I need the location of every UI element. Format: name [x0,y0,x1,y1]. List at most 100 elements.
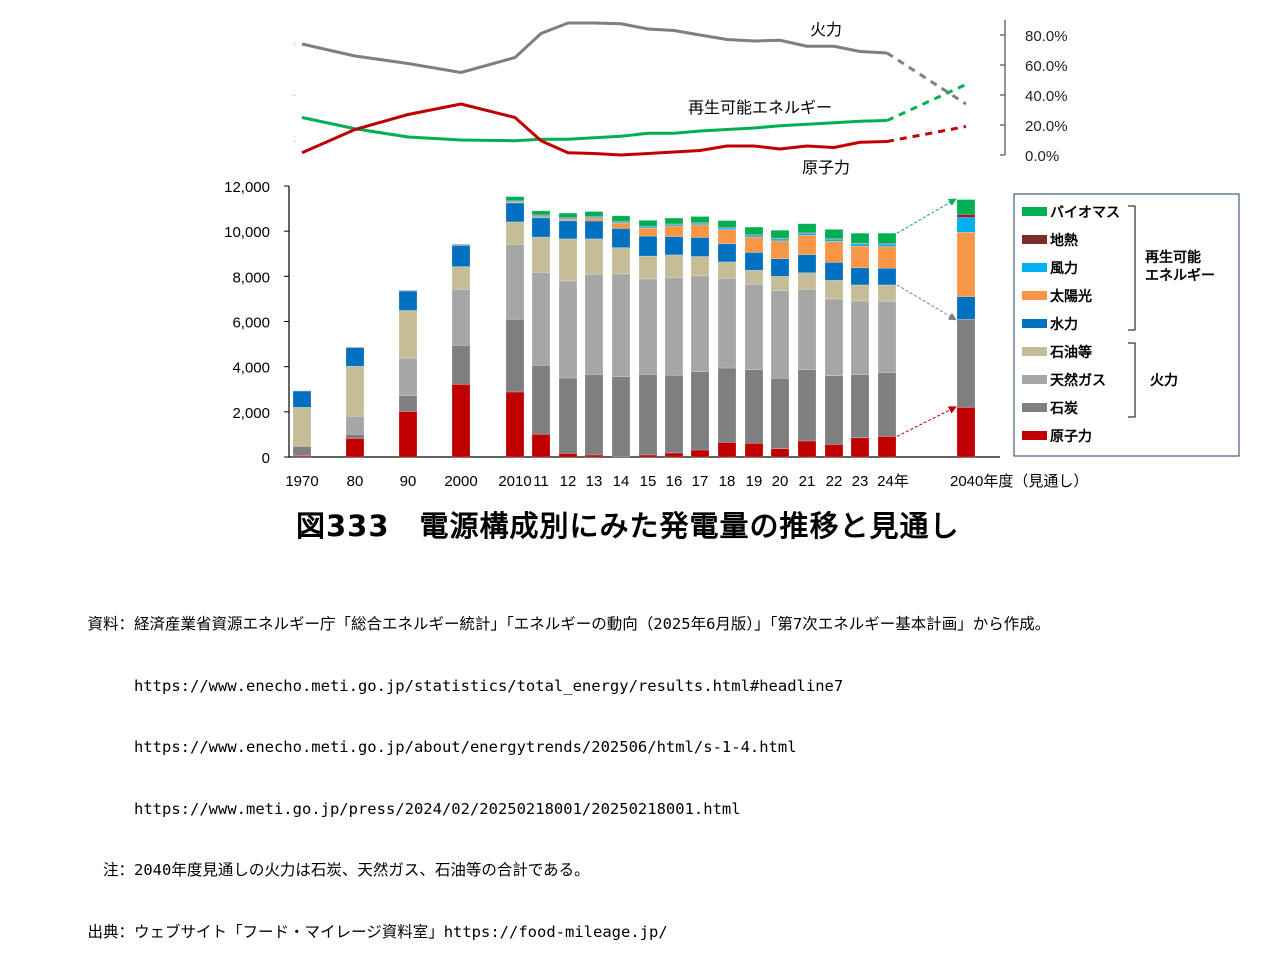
bar-segment [639,374,657,455]
bar-segment [851,246,869,268]
right-axis-label: 20.0% [1025,118,1068,135]
x-tick-label: 11 [533,473,549,490]
source-label: 資料： [78,614,134,635]
bar-segment [559,378,577,453]
bar-segment [851,285,869,301]
bar-segment [798,233,816,235]
x-tick-label: 13 [586,473,603,490]
right-axis-label: 80.0% [1025,28,1068,45]
bar-segment [639,256,657,279]
right-axis-label: 40.0% [1025,88,1068,105]
bar-segment [399,310,417,358]
bar-segment [957,218,975,233]
bar-segment [878,373,896,437]
bar-segment [399,291,417,310]
bar-segment [798,224,816,233]
source-text: 経済産業省資源エネルギー庁「総合エネルギー統計」「エネルギーの動向（2025年6… [134,615,1050,633]
legend-swatch [1022,347,1047,356]
legend-label: 太陽光 [1050,288,1092,305]
legend-label: 原子力 [1050,428,1092,445]
legend-swatch [1022,263,1047,272]
legend-label: 風力 [1050,260,1078,277]
y-tick-label: 4,000 [232,360,270,377]
bar-segment [798,273,816,289]
legend-swatch [1022,403,1047,412]
bar-segment [851,268,869,285]
x-tick-label: 2040年度（見通し） [950,473,1088,490]
bar-segment [665,237,683,255]
series-annotation: 火力 [810,20,842,39]
bar-segment [559,213,577,217]
bar-segment [559,281,577,378]
source-url[interactable]: https://www.enecho.meti.go.jp/about/ener… [78,737,1050,758]
bar-segment [851,244,869,246]
bar-segment [825,241,843,262]
bar-segment [691,216,709,222]
bar-segment [293,446,311,455]
bar-segment [532,211,550,215]
bar-segment [878,244,896,246]
bar-segment [718,278,736,368]
bar-segment [878,436,896,457]
bar-segment [825,262,843,280]
bar-segment [506,319,524,392]
bar-segment [691,450,709,457]
bar-segment [771,378,789,448]
note-text: 2040年度見通しの火力は石炭、天然ガス、石油等の合計である。 [134,861,590,879]
right-axis-label: 60.0% [1025,58,1068,75]
series-annotation: 原子力 [802,158,850,177]
x-tick-label: 19 [746,473,763,490]
source-notes: 資料：経済産業省資源エネルギー庁「総合エネルギー統計」「エネルギーの動向（202… [78,573,1050,963]
x-tick-label: 18 [719,473,736,490]
source-url[interactable]: https://www.enecho.meti.go.jp/statistics… [78,676,1050,697]
bar-segment [612,248,630,274]
bar-segment [718,244,736,262]
bar-segment [612,377,630,457]
bar-segment [798,289,816,369]
bar-segment [452,345,470,384]
legend-swatch [1022,291,1047,300]
bar-segment [745,443,763,457]
x-tick-label: 23 [852,473,869,490]
bar-segment [691,225,709,238]
bar-segment [825,229,843,238]
credit-line: 出典：ウェブサイト「フード・マイレージ資料室」https://food-mile… [78,922,1050,943]
bar-segment [745,370,763,444]
bar-segment [771,230,789,238]
bar-segment [585,239,603,274]
bar-segment [665,255,683,278]
bar-segment [798,255,816,273]
bar-segment [957,214,975,217]
bar-segment [957,407,975,457]
bar-segment [585,274,603,374]
x-tick-label: 17 [692,473,709,490]
x-tick-label: 14 [613,473,630,490]
y-tick-label: 12,000 [224,179,270,196]
legend-box [1014,194,1239,456]
x-tick-label: 2000 [444,473,477,490]
legend-group-label: 火力 [1150,372,1178,389]
bar-segment [506,392,524,457]
bar-segment [665,277,683,375]
x-tick-label: 1970 [285,473,318,490]
y-tick-label: 10,000 [224,224,270,241]
bar-segment [957,200,975,215]
bar-segment [691,237,709,256]
bar-segment [532,218,550,237]
x-tick-label: 12 [560,473,577,490]
bar-segment [798,370,816,441]
source-url[interactable]: https://www.meti.go.jp/press/2024/02/202… [78,799,1050,820]
bar-segment [532,237,550,272]
x-tick-label: 15 [640,473,657,490]
bar-segment [293,391,311,407]
bar-segment [399,396,417,412]
bar-segment [718,368,736,442]
bar-segment [452,267,470,290]
bar-segment [878,268,896,285]
bar-segment [851,438,869,457]
left-tick-dot [294,44,295,45]
bar-segment [452,384,470,457]
